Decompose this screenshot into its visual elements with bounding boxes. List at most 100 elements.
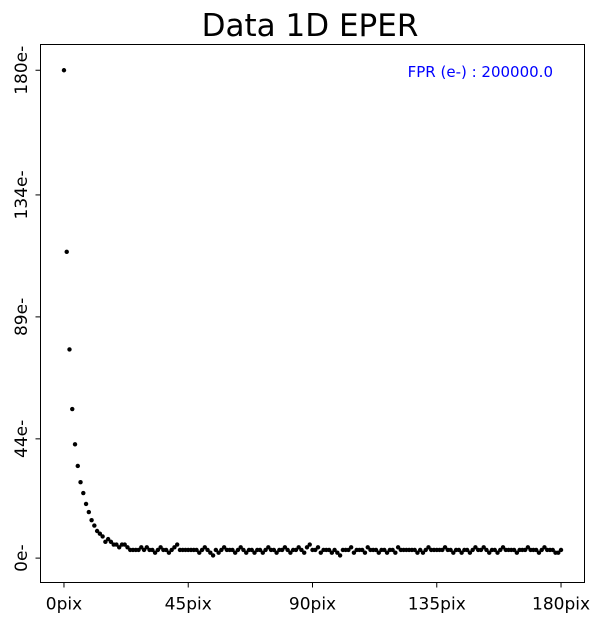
- data-point: [257, 547, 263, 553]
- data-point: [313, 547, 318, 553]
- data-point: [213, 547, 219, 553]
- data-point: [362, 550, 368, 555]
- data-point: [318, 550, 323, 555]
- data-point: [522, 547, 528, 553]
- data-point: [70, 406, 75, 412]
- data-point: [514, 550, 520, 555]
- y-tick-label: 180e-: [12, 46, 32, 95]
- data-point: [556, 550, 561, 555]
- data-point: [152, 550, 158, 555]
- x-tick-label: 90pix: [289, 595, 336, 615]
- data-point: [376, 550, 381, 555]
- data-point: [282, 545, 288, 550]
- data-point: [360, 547, 365, 553]
- plot-area: [40, 44, 585, 583]
- data-point: [249, 547, 254, 553]
- data-point: [558, 547, 564, 553]
- data-point: [279, 547, 285, 553]
- data-point: [97, 531, 103, 536]
- data-point: [221, 545, 227, 550]
- data-point: [92, 523, 97, 528]
- data-point: [373, 547, 379, 553]
- data-point: [448, 547, 453, 553]
- data-point: [244, 550, 249, 555]
- data-point: [467, 550, 473, 555]
- data-point: [415, 550, 420, 555]
- data-point: [500, 545, 506, 550]
- data-point: [302, 550, 307, 555]
- data-point: [365, 545, 370, 550]
- data-point: [194, 547, 199, 553]
- data-point: [155, 547, 161, 553]
- data-point: [332, 547, 337, 553]
- x-tick-label: 180pix: [532, 595, 590, 615]
- data-point: [348, 545, 354, 550]
- data-points: [61, 68, 564, 558]
- data-point: [274, 550, 279, 555]
- data-point: [232, 550, 238, 555]
- data-point: [550, 547, 555, 553]
- data-point: [117, 545, 122, 550]
- data-point: [252, 550, 257, 555]
- data-point: [94, 528, 100, 534]
- data-point: [440, 547, 445, 553]
- data-point: [208, 550, 213, 555]
- data-point: [197, 550, 202, 555]
- data-point: [105, 536, 111, 542]
- data-point: [542, 545, 547, 550]
- data-point: [260, 550, 265, 555]
- data-point: [511, 547, 517, 553]
- y-tick-label: 44e-: [12, 420, 32, 458]
- data-point: [67, 347, 72, 352]
- data-point: [412, 547, 417, 553]
- data-point: [384, 550, 390, 555]
- data-point: [335, 550, 340, 555]
- data-point: [304, 545, 310, 550]
- data-point: [442, 545, 448, 550]
- data-point: [83, 501, 89, 507]
- data-point: [525, 545, 531, 550]
- data-point: [536, 550, 542, 555]
- data-point: [539, 547, 544, 553]
- data-point: [487, 550, 492, 555]
- data-point: [141, 547, 147, 553]
- data-point: [169, 547, 174, 553]
- data-point: [481, 545, 486, 550]
- data-point: [64, 249, 69, 255]
- data-point: [89, 517, 94, 523]
- data-point: [61, 68, 67, 73]
- data-point: [86, 509, 92, 515]
- data-point: [533, 547, 539, 553]
- data-point: [329, 550, 335, 555]
- data-point: [266, 545, 271, 550]
- data-point: [172, 545, 177, 550]
- data-point: [426, 545, 431, 550]
- y-tick-label: 89e-: [12, 298, 32, 336]
- data-point: [293, 547, 299, 553]
- data-point: [139, 545, 144, 550]
- data-point: [420, 550, 426, 555]
- data-point: [219, 547, 224, 553]
- data-point: [235, 547, 241, 553]
- data-point: [241, 547, 246, 553]
- fpr-annotation: FPR (e-) : 200000.0: [408, 63, 553, 81]
- data-point: [495, 550, 500, 555]
- data-point: [144, 545, 150, 550]
- data-point: [382, 547, 387, 553]
- data-point: [114, 542, 119, 547]
- data-point: [423, 547, 428, 553]
- data-point: [166, 550, 172, 555]
- data-point: [299, 547, 304, 553]
- data-point: [202, 545, 207, 550]
- data-point: [337, 553, 343, 558]
- y-axis: 0e- 44e- 89e- 134e- 180e-: [12, 46, 41, 572]
- data-point: [351, 550, 357, 555]
- data-point: [492, 547, 497, 553]
- data-point: [473, 545, 478, 550]
- data-point: [81, 490, 86, 496]
- data-point: [136, 547, 141, 553]
- data-point: [210, 553, 216, 558]
- data-point: [158, 545, 163, 550]
- data-point: [216, 550, 221, 555]
